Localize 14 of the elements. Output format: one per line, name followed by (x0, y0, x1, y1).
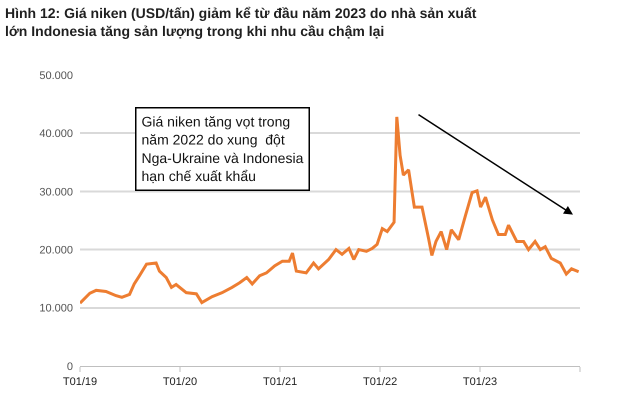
y-tick-label: 30.000 (39, 186, 73, 198)
x-tick-label: T01/22 (362, 376, 398, 388)
y-tick-label: 0 (66, 360, 73, 373)
x-tick-label: T01/19 (62, 376, 98, 388)
y-tick-label: 40.000 (39, 128, 73, 140)
chart-title: Hình 12: Giá niken (USD/tấn) giảm kể từ đầu năm 2023 do nhà sản xuất lớn Indonesia tăng sản lượng trong khi nhu cầu chậm lại (4, 5, 477, 40)
line-series (80, 115, 580, 305)
annotation: Giá niken tăng vọt trong năm 2022 do xung đột Nga-Ukraine và Indonesia hạn chế xuất khẩu (142, 114, 304, 184)
x-tick-label: T01/23 (462, 376, 498, 388)
x-tick-label: T01/20 (162, 376, 198, 388)
y-tick-label: 10.000 (39, 302, 73, 315)
x-tick-label: T01/21 (263, 376, 298, 388)
y-tick-label: 50.000 (39, 70, 73, 82)
y-tick-label: 20.000 (39, 244, 73, 256)
